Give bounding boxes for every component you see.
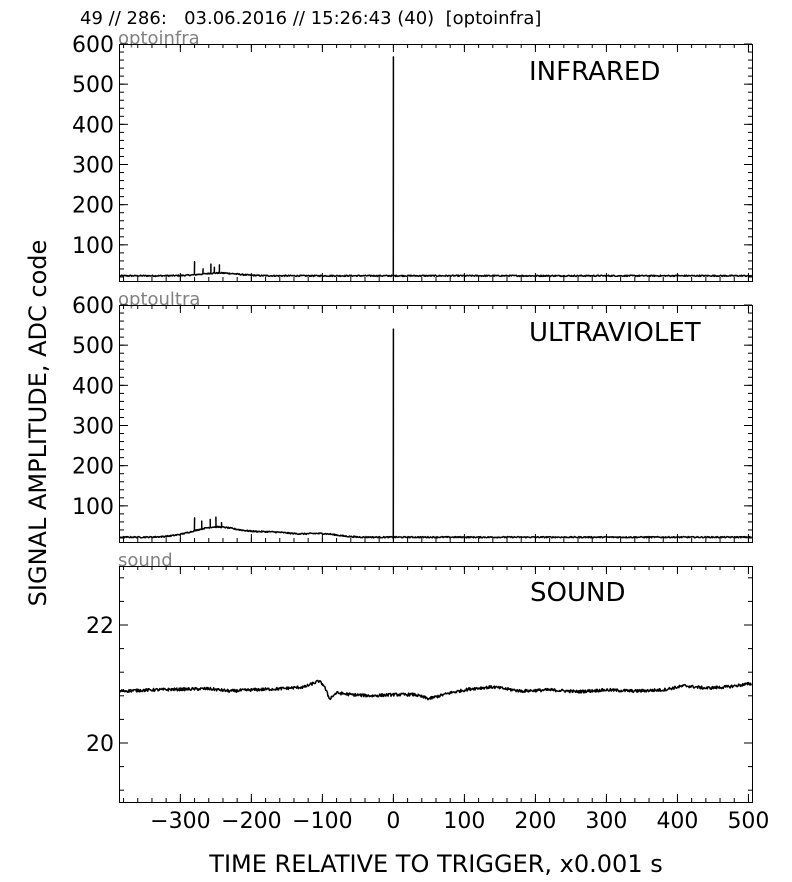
figure-title: 49 // 286: 03.06.2016 // 15:26:43 (40) [… xyxy=(80,8,542,29)
x-tick-label: 0 xyxy=(386,809,400,834)
y-tick-label-infrared: 300 xyxy=(72,154,114,179)
channel-label-infrared: optoinfra xyxy=(118,28,200,49)
x-tick-label: 100 xyxy=(443,809,485,834)
y-tick-label-ultraviolet: 200 xyxy=(72,455,114,480)
panel-infrared: optoinfra 100 200 300 400 500 600 INFRARED xyxy=(72,28,753,282)
x-tick-label: 200 xyxy=(514,809,556,834)
x-tick-label: 500 xyxy=(727,809,769,834)
channel-label-sound: sound xyxy=(118,550,173,571)
y-tick-label-sound: 20 xyxy=(86,732,114,757)
x-tick-label: −300 xyxy=(150,809,210,834)
y-tick-label-infrared: 200 xyxy=(72,194,114,219)
y-tick-label-infrared: 100 xyxy=(72,234,114,259)
plot-frame-ultraviolet xyxy=(119,305,753,543)
series-label-ultraviolet: ULTRAVIOLET xyxy=(529,318,701,348)
x-axis-label: TIME RELATIVE TO TRIGGER, x0.001 s xyxy=(208,850,662,878)
x-tick-label: −100 xyxy=(292,809,352,834)
plot-frame-infrared xyxy=(119,44,753,282)
series-label-sound: SOUND xyxy=(530,578,625,608)
y-tick-label-ultraviolet: 300 xyxy=(72,415,114,440)
series-line-infrared xyxy=(119,56,753,278)
y-axis-label: SIGNAL AMPLITUDE, ADC code xyxy=(24,240,52,607)
series-line-ultraviolet xyxy=(119,328,752,539)
channel-label-ultraviolet: optoultra xyxy=(118,289,200,310)
x-tick-label: −200 xyxy=(221,809,281,834)
plot-frame-sound xyxy=(119,566,753,803)
y-tick-label-infrared: 400 xyxy=(72,113,114,138)
y-tick-label-ultraviolet: 600 xyxy=(72,294,114,319)
panel-ultraviolet: optoultra 100 200 300 400 500 600 ULTRAVIOLET xyxy=(72,289,753,543)
series-line-sound xyxy=(119,679,752,701)
series-label-infrared: INFRARED xyxy=(529,57,660,87)
y-tick-label-ultraviolet: 100 xyxy=(72,495,114,520)
y-tick-label-sound: 22 xyxy=(86,614,114,639)
y-tick-label-infrared: 600 xyxy=(72,33,114,58)
x-tick-label: 300 xyxy=(585,809,627,834)
y-tick-label-ultraviolet: 500 xyxy=(72,334,114,359)
panel-sound: sound 20 22 SOUND xyxy=(86,550,753,803)
x-tick-label: 400 xyxy=(656,809,698,834)
y-tick-label-infrared: 500 xyxy=(72,73,114,98)
y-tick-label-ultraviolet: 400 xyxy=(72,374,114,399)
